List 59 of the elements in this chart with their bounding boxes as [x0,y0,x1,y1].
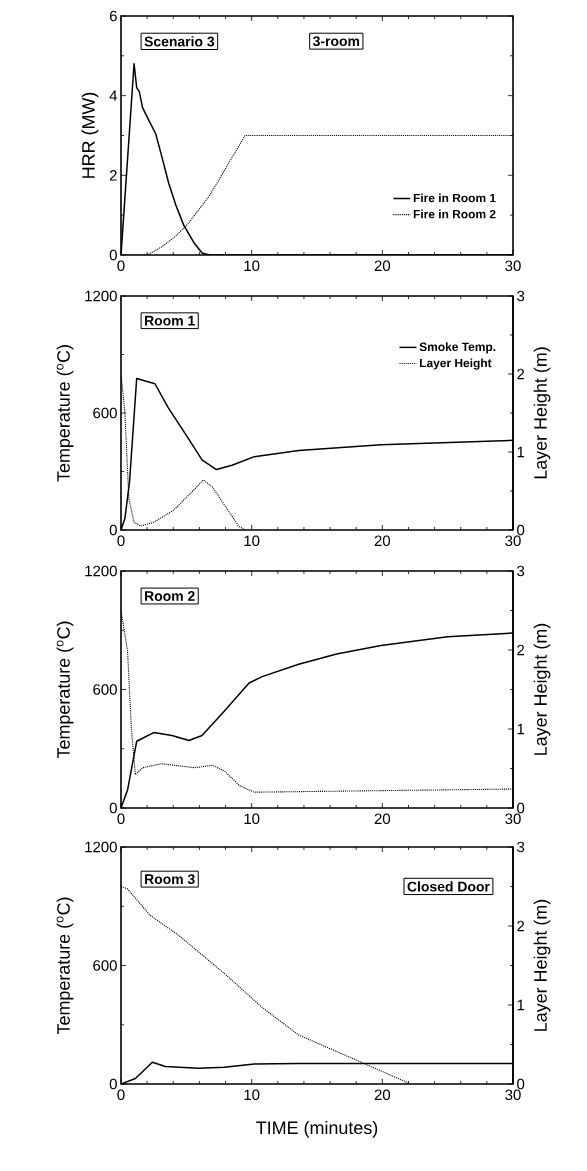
x-tick-label: 10 [244,813,260,825]
y2-tick-label: 0 [517,1078,525,1090]
y-tick-label: 0 [109,802,117,814]
annotation: Room 1 [145,315,195,326]
y-tick-label: 600 [93,960,117,971]
y-tick-label: 600 [93,407,117,419]
x-axis-title: TIME (minutes) [256,1120,378,1138]
y-tick-label: 1200 [85,290,117,302]
y-tick-label: 0 [109,1078,117,1090]
legend-label: Smoke Temp. [419,342,496,354]
x-tick-label: 30 [505,535,521,547]
y2-axis-title: Layer Height (m) [533,623,551,755]
y-axis-title: Temperature ($^{o}$C) [56,621,74,759]
y2-tick-label: 1 [517,723,525,735]
y-tick-label: 600 [93,684,117,695]
y2-tick-label: 0 [517,802,525,814]
y2-tick-label: 3 [517,841,525,853]
y2-axis-title: Layer Height (m) [533,899,551,1031]
legend-label: Fire in Room 2 [413,209,496,219]
annotation: Scenario 3 [144,36,215,47]
x-tick-label: 0 [117,1089,125,1101]
annotation: 3-room [312,36,360,47]
y2-tick-label: 2 [517,920,525,932]
annotation: Room 2 [145,591,195,601]
legend-label: Fire in Room 1 [413,193,496,203]
x-tick-label: 10 [244,260,260,272]
y2-tick-label: 3 [517,565,525,577]
y2-tick-label: 1 [517,999,525,1011]
legend-label: Layer Height [420,358,492,370]
y2-tick-label: 1 [517,446,525,458]
x-tick-label: 30 [505,813,521,825]
y2-axis-title: Layer Height (m) [533,347,551,479]
y-tick-label: 6 [109,10,117,22]
y-axis-title: HRR (MW) [81,92,99,178]
y-tick-label: 4 [109,90,118,101]
y-tick-label: 0 [109,524,117,536]
x-tick-label: 0 [117,535,125,547]
y2-tick-label: 2 [517,644,525,656]
x-tick-label: 30 [505,260,521,272]
y-axis-title: Temperature ($^{o}$C) [56,345,74,482]
y2-tick-label: 2 [517,368,525,380]
y-tick-label: 0 [109,249,117,261]
y2-tick-label: 3 [517,290,525,302]
y-tick-label: 2 [109,170,117,181]
x-tick-label: 30 [505,1089,521,1101]
x-tick-label: 20 [374,813,391,825]
x-tick-label: 10 [244,535,260,547]
y-tick-label: 1200 [85,565,117,577]
x-tick-label: 10 [244,1089,260,1101]
y-tick-label: 1200 [85,841,117,853]
x-tick-label: 0 [117,260,125,272]
y2-tick-label: 0 [517,524,525,536]
annotation: Room 3 [145,874,195,885]
x-tick-label: 20 [374,1089,391,1101]
x-tick-label: 20 [374,260,391,272]
x-tick-label: 20 [374,535,391,547]
annotation: Closed Door [407,881,490,892]
x-tick-label: 0 [117,813,125,825]
y-axis-title: Temperature ($^{o}$C) [56,897,74,1035]
